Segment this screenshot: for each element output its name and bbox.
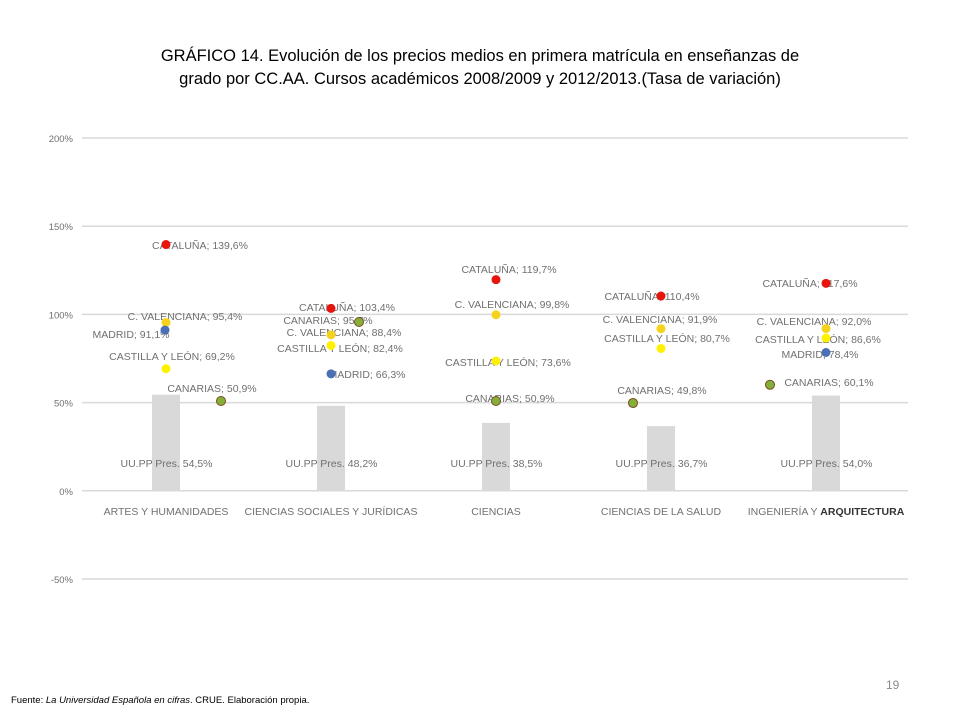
page-number: 19: [886, 678, 900, 692]
point-canarias-cat0: [216, 396, 226, 407]
point-castilla-cat3: [656, 343, 666, 353]
footnote-suffix: . CRUE. Elaboración propia.: [190, 695, 310, 706]
bar-uupp-pres-3: [647, 426, 675, 491]
x-category-label-text: CIENCIAS DE LA SALUD: [601, 506, 722, 518]
x-category-label-text: CIENCIAS: [471, 506, 521, 518]
point-data-label: CANARIAS; 50,9%: [167, 383, 256, 395]
point-data-label: C. VALENCIANA; 91,9%: [603, 314, 718, 326]
point-data-label: CATALUÑA; 119,7%: [461, 263, 556, 276]
point-cataluna-cat4: [821, 278, 831, 288]
x-category-label: ARTES Y HUMANIDADES: [104, 506, 229, 518]
bar-uupp-pres-1: [317, 405, 345, 491]
chart-title: GRÁFICO 14. Evolución de los precios med…: [60, 45, 900, 91]
point-data-label: CATALUÑA; 110,4%: [604, 290, 699, 303]
x-category-label: CIENCIAS SOCIALES Y JURÍDICAS: [245, 505, 418, 518]
chart-title-line-1: GRÁFICO 14. Evolución de los precios med…: [160, 47, 800, 65]
bar-data-label: UU.PP Pres. 54,5%: [120, 458, 212, 470]
point-cataluna-cat0: [161, 240, 171, 250]
x-category-label: INGENIERÍA Y ARQUITECTURA: [748, 505, 905, 518]
bar-data-label: UU.PP Pres. 36,7%: [615, 458, 707, 470]
y-tick-label: 200%: [49, 134, 74, 145]
point-data-label: CATALUÑA; 103,4%: [299, 301, 395, 314]
point-data-label: CASTILLA Y LEÓN; 80,7%: [604, 332, 730, 345]
bar-uupp-pres-2: [482, 422, 510, 491]
source-footnote: Fuente: La Universidad Española en cifra…: [11, 695, 309, 706]
point-data-label: CASTILLA Y LEÓN; 86,6%: [755, 333, 881, 346]
chart-title-line-2: grado por CC.AA. Cursos académicos 2008/…: [179, 70, 781, 88]
point-madrid-cat4: [821, 348, 831, 358]
x-category-label-bold: ARQUITECTURA: [820, 506, 904, 518]
x-category-label-text: CIENCIAS SOCIALES Y JURÍDICAS: [245, 505, 418, 518]
point-castilla-cat4: [821, 333, 831, 343]
point-data-label: CASTILLA Y LEÓN; 82,4%: [277, 342, 403, 355]
point-canarias-cat2: [491, 396, 501, 407]
x-category-label: CIENCIAS: [471, 506, 521, 518]
y-tick-label: 0%: [59, 487, 73, 498]
point-data-label: CASTILLA Y LEÓN; 73,6%: [445, 356, 571, 369]
point-data-label: CATALUÑA; 139,6%: [152, 239, 248, 252]
point-data-label: CANARIAS; 50,9%: [465, 393, 554, 405]
point-madrid-cat0: [160, 325, 170, 335]
bar-data-label: UU.PP Pres. 38,5%: [450, 458, 542, 470]
y-tick-label: 100%: [49, 310, 74, 321]
bar-data-label: UU.PP Pres. 54,0%: [780, 458, 872, 470]
point-canarias-cat1: [354, 316, 364, 327]
footnote-prefix: Fuente:: [11, 695, 46, 706]
point-valenciana-cat0: [161, 318, 171, 328]
point-data-label: MADRID; 91,1%: [92, 329, 169, 341]
point-valenciana-cat1: [326, 330, 336, 340]
point-data-label: MADRID; 66,3%: [328, 369, 405, 381]
point-castilla-cat0: [161, 364, 171, 374]
point-data-label: C. VALENCIANA; 99,8%: [455, 299, 570, 311]
point-castilla-cat1: [326, 340, 336, 350]
point-cataluna-cat1: [326, 303, 336, 313]
y-tick-label: -50%: [51, 575, 74, 586]
point-castilla-cat2: [491, 356, 501, 366]
point-valenciana-cat2: [491, 310, 501, 320]
point-cataluna-cat2: [491, 275, 501, 285]
point-data-label: C. VALENCIANA; 92,0%: [757, 316, 872, 328]
point-valenciana-cat3: [656, 324, 666, 334]
point-madrid-cat1: [326, 369, 336, 379]
point-data-label: CANARIAS; 95,7%: [283, 315, 372, 327]
point-data-label: CANARIAS; 60,1%: [784, 377, 873, 389]
y-tick-label: 150%: [49, 222, 74, 233]
bar-uupp-pres-4: [812, 395, 840, 491]
point-data-label: CATALUÑA; 117,6%: [762, 277, 857, 290]
footnote-source: La Universidad Española en cifras: [45, 695, 191, 706]
point-data-label: CASTILLA Y LEÓN; 69,2%: [109, 350, 235, 363]
point-cataluna-cat3: [656, 291, 666, 301]
bar-uupp-pres-0: [152, 394, 180, 491]
point-canarias-cat3: [628, 397, 638, 408]
point-data-label: C. VALENCIANA; 88,4%: [287, 327, 402, 339]
point-data-label: C. VALENCIANA; 95,4%: [128, 311, 243, 323]
x-category-label-text: INGENIERÍA Y: [748, 505, 821, 518]
point-canarias-cat4: [765, 379, 775, 390]
point-data-label: MADRID; 78,4%: [781, 349, 858, 361]
x-category-label: CIENCIAS DE LA SALUD: [601, 506, 722, 518]
y-tick-label: 50%: [54, 399, 74, 410]
bar-data-label: UU.PP Pres. 48,2%: [285, 458, 377, 470]
point-valenciana-cat4: [821, 324, 831, 334]
x-category-label-text: ARTES Y HUMANIDADES: [104, 506, 229, 518]
point-data-label: CANARIAS; 49,8%: [617, 385, 706, 397]
